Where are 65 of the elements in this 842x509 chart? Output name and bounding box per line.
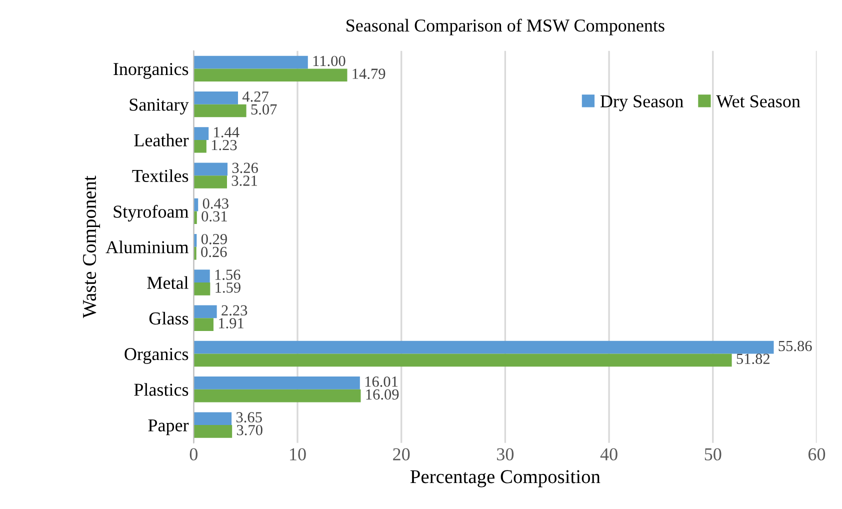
bar [194,56,308,69]
bar [194,140,206,153]
data-label: 2.23 [222,305,248,316]
bar [194,376,360,390]
y-tick-label: Leather [134,134,189,146]
x-tick-label: 0 [190,448,198,460]
y-tick-label: Paper [148,419,189,436]
y-tick-label: Aluminium [106,240,189,254]
bar [194,92,238,104]
data-label: 11.00 [313,56,346,66]
bar [194,412,232,426]
data-label: 1.91 [219,318,244,328]
x-tick-label: 60 [808,448,826,460]
bar [194,211,197,224]
y-tick-label: Inorganics [114,63,188,79]
data-label: 1.44 [214,127,240,138]
legend-label: Dry Season [600,95,684,112]
y-tick-label: Organics [124,348,188,364]
bar [194,68,348,82]
data-label: 51.82 [736,354,770,364]
bar [194,340,774,354]
data-label: 3.70 [236,424,262,436]
data-label: 1.23 [212,140,237,150]
data-label: 1.56 [215,270,240,280]
data-label: 0.29 [201,234,227,244]
x-tick-label: 30 [497,448,514,460]
y-tick-label: Plastics [134,383,188,396]
chart-title: Seasonal Comparison of MSW Components [346,18,664,36]
bar [194,425,232,438]
bar [194,318,214,331]
bar [194,389,361,402]
bar [194,354,732,367]
y-tick-label: Textiles [132,169,188,182]
bar [194,282,210,296]
bar [194,305,217,318]
bar [194,127,209,140]
data-label: 3.21 [232,176,257,186]
data-label: 4.27 [242,91,268,102]
bar [194,246,196,260]
bar [194,104,246,118]
y-tick-label: Metal [147,276,188,289]
y-tick-label: Glass [149,312,188,325]
y-tick-label: Styrofoam [114,204,189,222]
bar [194,176,227,188]
data-label: 1.59 [216,282,240,293]
data-label: 0.26 [201,246,227,258]
data-label: 14.79 [352,68,386,80]
x-tick-label: 50 [704,448,722,460]
data-label: 0.43 [202,198,228,209]
bar [194,162,228,176]
data-label: 0.31 [202,211,227,222]
data-label: 16.09 [366,389,399,400]
y-axis-title: Waste Component [82,176,100,318]
x-tick-label: 40 [600,448,618,460]
data-label: 16.01 [365,376,398,387]
y-tick-label: Sanitary [130,98,189,114]
x-axis-title: Percentage Composition [410,470,600,488]
x-tick-label: 10 [290,448,306,460]
legend-label: Wet Season [716,95,800,108]
data-label: 3.26 [232,162,258,174]
x-tick-label: 20 [393,448,410,460]
data-label: 3.65 [236,412,262,422]
bar [194,270,210,282]
data-label: 5.07 [251,104,277,115]
data-label: 55.86 [778,340,812,352]
